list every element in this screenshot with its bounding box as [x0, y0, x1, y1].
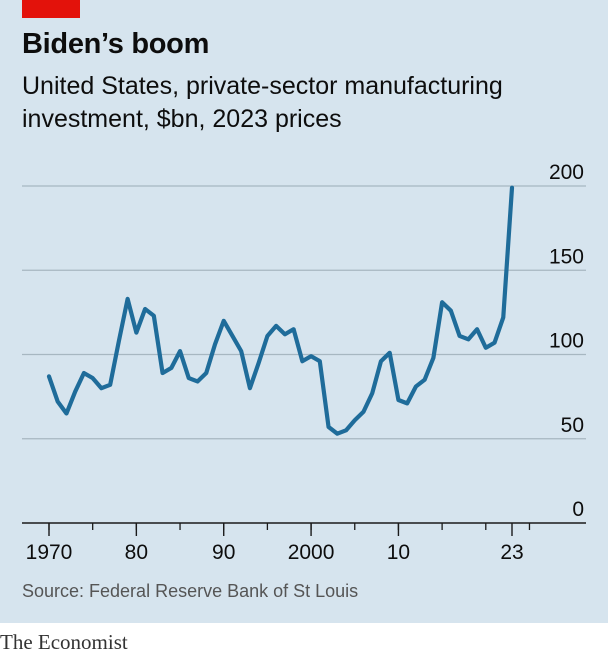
- x-tick-label: 23: [500, 541, 523, 564]
- chart-title: Biden’s boom: [22, 28, 210, 60]
- red-tag-logo: [22, 0, 80, 18]
- gridlines: [22, 185, 586, 440]
- y-axis: 0 50 100 150 200: [549, 161, 584, 521]
- chart-subtitle: United States, private-sector manufactur…: [22, 72, 503, 133]
- y-tick-label: 0: [572, 498, 584, 521]
- x-tick-label: 1970: [26, 541, 73, 564]
- x-tick-label: 80: [125, 541, 148, 564]
- y-tick-label: 200: [549, 161, 584, 184]
- chart-panel: [0, 0, 608, 623]
- source-note: Source: Federal Reserve Bank of St Louis: [22, 581, 359, 601]
- line-chart: 0 50 100 150 200 1970 80 90 2000 10 23: [22, 161, 586, 564]
- y-tick-label: 50: [561, 414, 584, 437]
- y-tick-label: 150: [549, 245, 584, 268]
- x-axis: 1970 80 90 2000 10 23: [22, 522, 586, 564]
- x-tick-label: 90: [212, 541, 235, 564]
- brand-wordmark: The Economist: [0, 630, 128, 654]
- y-tick-label: 100: [549, 330, 584, 353]
- series-lines: [46, 185, 515, 436]
- x-tick-label: 2000: [288, 541, 335, 564]
- x-tick-label: 10: [387, 541, 410, 564]
- series-line-0: [46, 185, 515, 436]
